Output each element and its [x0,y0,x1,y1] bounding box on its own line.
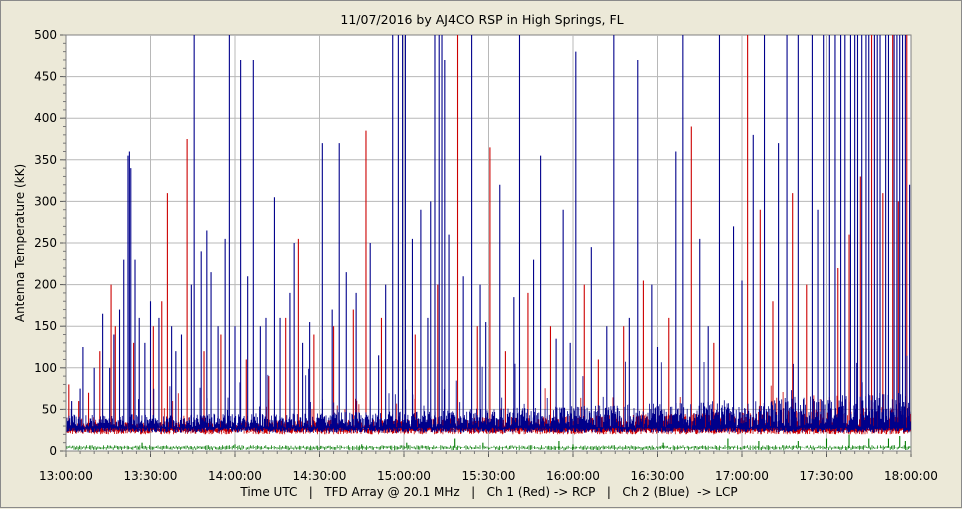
x-tick-label: 14:30:00 [293,469,347,483]
chart-title: 11/07/2016 by AJ4CO RSP in High Springs,… [340,12,623,27]
x-tick-label: 13:00:00 [39,469,93,483]
x-tick-label: 17:00:00 [715,469,769,483]
y-tick-label: 100 [34,361,57,375]
y-tick-label: 450 [34,70,57,84]
x-tick-label: 16:30:00 [631,469,685,483]
y-tick-label: 0 [49,444,57,458]
x-tick-label: 14:00:00 [208,469,262,483]
x-tick-label: 17:30:00 [800,469,854,483]
y-tick-label: 200 [34,278,57,292]
series-2 [66,35,911,433]
y-tick-label: 400 [34,111,57,125]
series-3 [66,434,911,451]
series-layer [66,35,911,451]
y-tick-label: 350 [34,153,57,167]
x-tick-label: 13:30:00 [124,469,178,483]
x-tick-label: 18:00:00 [884,469,938,483]
x-tick-label: 15:30:00 [462,469,516,483]
axes: 13:00:00 13:30:00 14:00:00 14:30:00 15:00:00… [34,28,938,483]
y-axis-label: Antenna Temperature (kK) [13,164,27,322]
x-tick-label: 16:00:00 [546,469,600,483]
y-tick-label: 300 [34,194,57,208]
x-axis-label: Time UTC | TFD Array @ 20.1 MHz | Ch 1 (… [239,485,737,499]
x-tick-label: 15:00:00 [377,469,431,483]
y-tick-label: 50 [42,402,57,416]
series-noise-band [66,445,911,451]
y-tick-label: 500 [34,28,57,42]
y-tick-label: 250 [34,236,57,250]
y-tick-label: 150 [34,319,57,333]
